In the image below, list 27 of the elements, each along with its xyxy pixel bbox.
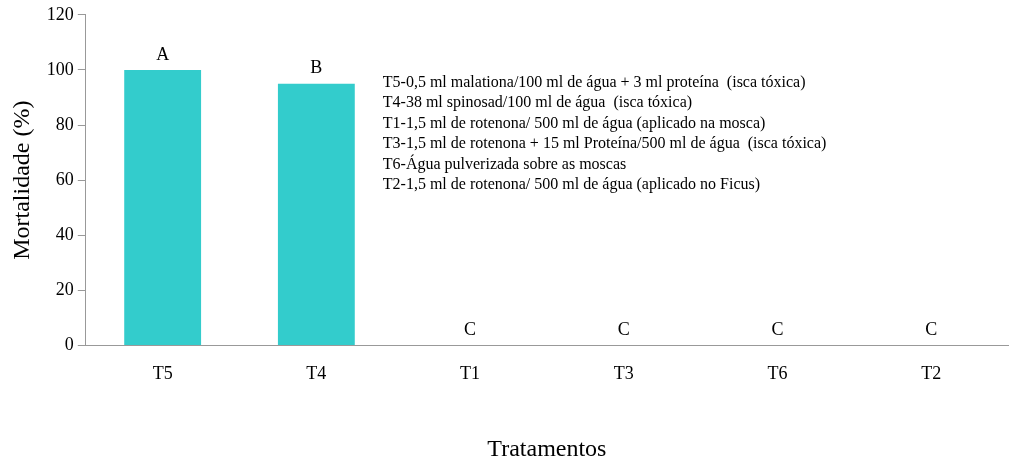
annotation: T5-0,5 ml malationa/100 ml de água + 3 ml proteína (isca tóxica) xyxy=(382,72,806,91)
x-tick-label: T3 xyxy=(613,363,634,384)
annotation: T2-1,5 ml de rotenona/ 500 ml de água (aplicado no Ficus) xyxy=(382,175,761,194)
y-tick-label: 100 xyxy=(46,58,74,79)
annotation: C xyxy=(925,319,938,340)
annotation: T6-Água pulverizada sobre as moscas xyxy=(382,153,627,173)
annotation: T4-38 ml spinosad/100 ml de água (isca tóxica) xyxy=(382,93,693,112)
x-axis-title: Tratamentos xyxy=(487,434,607,461)
y-tick-label: 120 xyxy=(46,3,74,24)
y-tick-label: 80 xyxy=(55,113,74,134)
y-tick-label: 0 xyxy=(64,334,74,355)
x-tick-label: T5 xyxy=(152,363,173,384)
annotation: T3-1,5 ml de rotenona + 15 ml Proteína/500 ml de água (isca tóxica) xyxy=(382,134,827,153)
y-tick-label: 60 xyxy=(55,168,74,189)
x-tick-label: T1 xyxy=(460,363,481,384)
x-tick-label: T2 xyxy=(921,363,942,384)
x-tick-label: T6 xyxy=(767,363,788,384)
annotation: A xyxy=(156,43,170,64)
annotation: C xyxy=(617,319,630,340)
y-tick-label: 40 xyxy=(55,224,74,245)
annotation: C xyxy=(464,319,477,340)
x-tick-label: T4 xyxy=(306,363,327,384)
annotation: B xyxy=(310,57,323,78)
annotation: C xyxy=(771,319,784,340)
annotation: T1-1,5 ml de rotenona/ 500 ml de água (aplicado na mosca) xyxy=(382,113,766,132)
y-tick-label: 20 xyxy=(55,279,74,300)
y-axis-title: Mortalidade (%) xyxy=(7,100,34,260)
